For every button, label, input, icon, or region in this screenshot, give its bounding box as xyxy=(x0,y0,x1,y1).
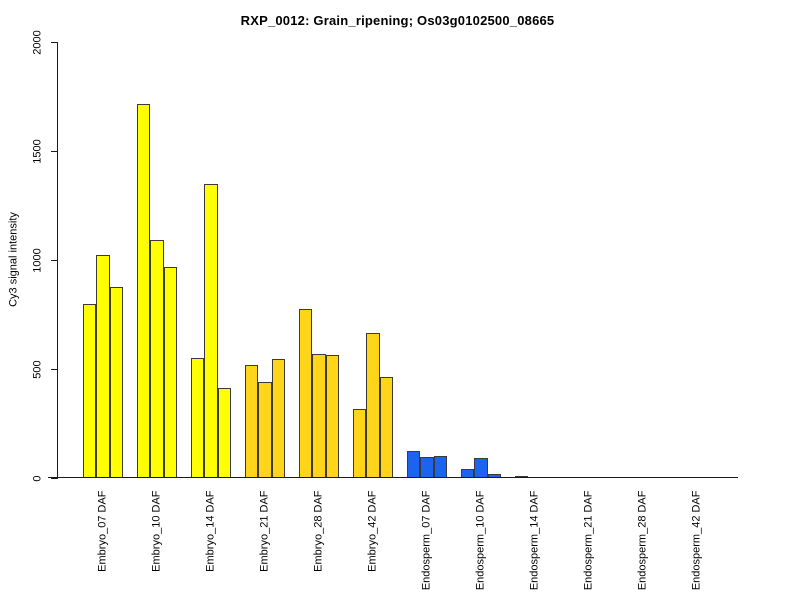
bar-Embryo_10-DAF-rep2 xyxy=(150,240,164,478)
y-tick-label-0: 0 xyxy=(31,474,44,482)
x-category-label-Endosperm_42-DAF: Endosperm_42 DAF xyxy=(690,490,703,590)
y-tick-label-1500: 1500 xyxy=(31,138,44,164)
x-category-label-Endosperm_07-DAF: Endosperm_07 DAF xyxy=(420,490,433,590)
bar-Embryo_42-DAF-rep3 xyxy=(379,377,394,478)
x-category-label-Embryo_28-DAF: Embryo_28 DAF xyxy=(312,490,325,572)
bar-Endosperm_10-DAF-rep3 xyxy=(487,474,502,478)
x-category-label-Embryo_10-DAF: Embryo_10 DAF xyxy=(150,490,163,572)
x-category-label-Endosperm_10-DAF: Endosperm_10 DAF xyxy=(474,490,487,590)
y-tick-1500 xyxy=(51,150,58,152)
y-tick-500 xyxy=(51,368,58,370)
y-tick-label-2000: 2000 xyxy=(31,29,44,55)
x-category-label-Embryo_07-DAF: Embryo_07 DAF xyxy=(96,490,109,572)
bar-Endosperm_07-DAF-rep2 xyxy=(420,457,434,478)
y-tick-label-500: 500 xyxy=(31,359,44,379)
bar-Embryo_21-DAF-rep2 xyxy=(258,382,272,478)
y-axis-title: Cy3 signal intensity xyxy=(7,212,20,307)
bar-Embryo_14-DAF-rep1 xyxy=(190,358,205,478)
bar-Embryo_42-DAF-rep1 xyxy=(352,409,367,478)
bar-Endosperm_10-DAF-rep2 xyxy=(474,458,488,478)
x-category-label-Embryo_14-DAF: Embryo_14 DAF xyxy=(204,490,217,572)
bar-Embryo_28-DAF-rep1 xyxy=(298,309,313,478)
bar-Embryo_07-DAF-rep2 xyxy=(96,255,110,478)
bar-Embryo_07-DAF-rep1 xyxy=(82,304,97,478)
bar-Embryo_10-DAF-rep3 xyxy=(163,267,178,478)
bar-Embryo_28-DAF-rep3 xyxy=(325,355,340,478)
bar-Embryo_07-DAF-rep3 xyxy=(109,287,124,478)
bar-Endosperm_07-DAF-rep3 xyxy=(433,456,448,478)
bar-Embryo_42-DAF-rep2 xyxy=(366,333,380,478)
x-category-label-Endosperm_21-DAF: Endosperm_21 DAF xyxy=(582,490,595,590)
x-category-label-Embryo_42-DAF: Embryo_42 DAF xyxy=(366,490,379,572)
bar-Embryo_21-DAF-rep3 xyxy=(271,359,286,478)
bar-Embryo_21-DAF-rep1 xyxy=(244,365,259,478)
bar-Endosperm_07-DAF-rep1 xyxy=(406,451,421,478)
x-axis-line xyxy=(48,477,738,479)
bar-Endosperm_10-DAF-rep1 xyxy=(460,469,475,478)
bar-Embryo_14-DAF-rep2 xyxy=(204,184,218,478)
x-category-label-Embryo_21-DAF: Embryo_21 DAF xyxy=(258,490,271,572)
y-tick-0 xyxy=(51,477,58,479)
y-tick-label-1000: 1000 xyxy=(31,247,44,273)
bar-Embryo_14-DAF-rep3 xyxy=(217,388,232,478)
y-tick-1000 xyxy=(51,259,58,261)
x-category-label-Endosperm_14-DAF: Endosperm_14 DAF xyxy=(528,490,541,590)
plot-area xyxy=(58,42,737,478)
bar-Embryo_10-DAF-rep1 xyxy=(136,104,151,478)
chart-title: RXP_0012: Grain_ripening; Os03g0102500_0… xyxy=(240,13,555,28)
x-category-label-Endosperm_28-DAF: Endosperm_28 DAF xyxy=(636,490,649,590)
bar-Embryo_28-DAF-rep2 xyxy=(312,354,326,478)
y-tick-2000 xyxy=(51,41,58,43)
